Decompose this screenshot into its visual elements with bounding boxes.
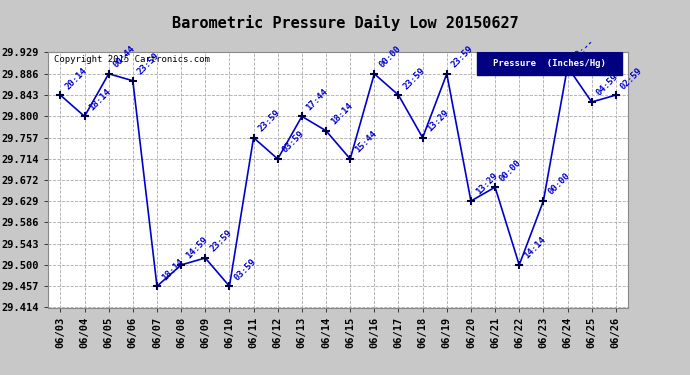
Text: 23:59: 23:59	[257, 108, 282, 134]
Text: Copyright 2015 Cartronics.com: Copyright 2015 Cartronics.com	[54, 55, 210, 64]
Text: 00:00: 00:00	[498, 158, 523, 183]
Text: 23:59: 23:59	[208, 228, 233, 254]
Text: 20:--: 20:--	[571, 38, 595, 63]
Text: 13:29: 13:29	[474, 171, 499, 197]
Text: 18:14: 18:14	[88, 87, 112, 112]
Text: Barometric Pressure Daily Low 20150627: Barometric Pressure Daily Low 20150627	[172, 15, 518, 31]
Text: 00:44: 00:44	[112, 44, 137, 70]
Text: Pressure  (Inches/Hg): Pressure (Inches/Hg)	[493, 60, 606, 69]
Text: 00:00: 00:00	[377, 44, 402, 70]
Text: 15:44: 15:44	[353, 129, 378, 155]
Text: 17:44: 17:44	[305, 87, 330, 112]
Text: 04:59: 04:59	[595, 72, 620, 98]
Text: 13:29: 13:29	[426, 108, 451, 134]
Text: 20:14: 20:14	[63, 66, 88, 91]
Text: 03:59: 03:59	[233, 256, 257, 282]
Text: 03:59: 03:59	[281, 129, 306, 155]
Text: 23:59: 23:59	[450, 44, 475, 70]
Text: 23:59: 23:59	[136, 51, 161, 76]
Text: 00:00: 00:00	[546, 171, 571, 197]
Text: 18:14: 18:14	[329, 101, 354, 127]
FancyBboxPatch shape	[477, 53, 622, 75]
Text: 18:14: 18:14	[160, 256, 185, 282]
Text: 02:59: 02:59	[619, 66, 644, 91]
Text: 14:14: 14:14	[522, 236, 547, 261]
Text: 14:59: 14:59	[184, 236, 209, 261]
Text: 23:59: 23:59	[402, 66, 426, 91]
